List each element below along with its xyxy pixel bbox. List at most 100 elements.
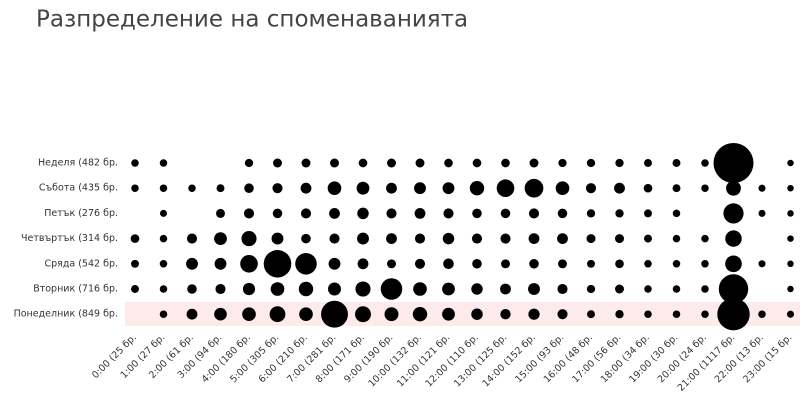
bubble [321,300,348,328]
bubble [701,260,709,268]
bubble [528,208,540,219]
bubble [701,234,709,243]
bubble [269,306,286,323]
row-highlight [125,302,800,326]
bubble [159,159,168,167]
bubble [242,282,256,296]
row-label: Събота (435 бр. [39,183,118,194]
row-label: Четвъртък (314 бр. [21,233,118,244]
bubble [329,233,340,244]
bubble [615,284,624,294]
bubble [240,254,258,273]
bubble [301,158,311,168]
bubble [528,308,540,320]
bubble [701,310,709,318]
bubble [159,285,168,293]
bubble [472,158,482,168]
row-label: Неделя (482 бр. [38,158,118,169]
bubble [131,159,139,167]
bubble [384,307,399,322]
bubble [472,259,482,269]
bubble [443,258,454,270]
bubble [558,158,567,168]
bubble [555,181,570,196]
bubble [387,158,396,168]
bubble [717,297,750,331]
bubble [355,281,371,297]
bubble [587,259,595,268]
bubble [758,260,766,268]
bubble [300,208,312,219]
bubble [644,285,652,293]
bubble [242,307,256,322]
bubble [131,184,139,192]
bubble [672,209,681,218]
bubble [672,260,681,268]
bubble [471,283,483,295]
bubble [328,282,341,296]
row-label: Петък (276 бр. [44,208,118,219]
bubble [159,310,168,318]
bubble [414,233,426,244]
bubble [216,208,225,218]
bubble [524,178,544,198]
bubble [328,257,341,270]
bubble [471,233,483,244]
bubble [159,209,168,217]
bubble [187,284,197,294]
bubble [557,309,568,320]
bubble [273,158,282,168]
bubble [159,234,168,243]
bubble [327,181,342,196]
bubble [271,232,284,245]
bubble [443,208,454,219]
bubble [355,306,371,323]
bubble [442,307,455,321]
bubble [644,234,652,243]
bubble [500,233,511,244]
bubble [386,182,397,194]
bubble [186,257,198,270]
bubble [726,180,741,196]
bubble [442,282,455,296]
chart-title: Разпределение на споменаванията [36,7,468,33]
bubble [188,184,196,192]
bubble [131,259,139,268]
bubble [725,255,742,273]
bubble [615,310,624,319]
bubble [496,179,515,198]
bubble [358,158,368,168]
bubble [528,283,540,295]
bubble [701,159,709,167]
bubble [357,258,369,270]
bubble [586,234,596,244]
bubble [244,183,254,193]
bubble [713,143,754,183]
bubble [380,278,403,300]
bubble [131,285,139,293]
bubble [159,260,168,268]
bubble [272,208,283,219]
bubble [528,233,540,245]
bubble [330,158,339,168]
bubble [615,209,624,218]
bubble [270,282,285,296]
bubble [295,253,317,275]
bubble [387,259,396,269]
bubble [672,234,681,243]
bubble [701,285,709,293]
bubble [386,208,397,219]
bubble [472,208,482,219]
bubble [216,184,225,193]
bubble [585,183,597,194]
bubble [415,158,425,168]
bubble [215,283,226,295]
bubble [263,250,292,278]
bubble [587,310,595,319]
row-label: Вторник (716 бр. [33,284,118,295]
bubble [672,310,681,318]
bubble [214,257,227,270]
bubble [130,234,140,243]
bubble [557,283,568,295]
